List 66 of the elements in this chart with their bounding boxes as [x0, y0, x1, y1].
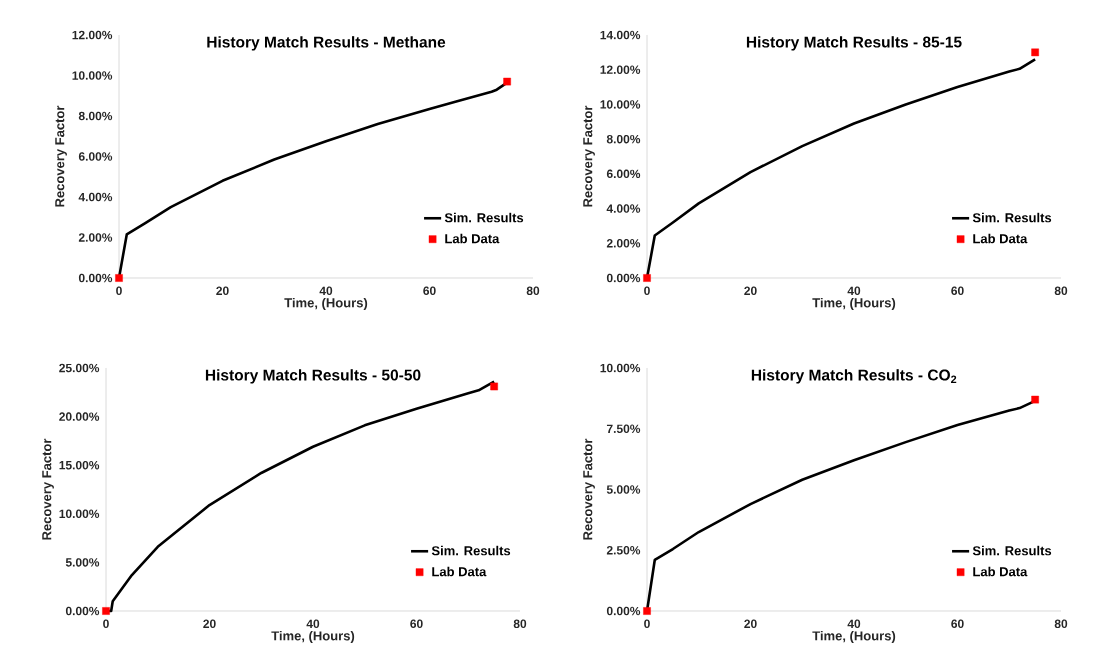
legend-label: Lab Data — [445, 233, 500, 244]
chart-title: History Match Results - Methane — [207, 36, 446, 51]
chart-title: History Match Results - 50-50 — [205, 369, 421, 384]
x-tick-label: 0 — [116, 286, 122, 296]
x-tick-label: 20 — [203, 619, 216, 629]
y-tick-label: 7.50% — [606, 424, 641, 433]
x-tick-label: 40 — [847, 286, 861, 296]
y-tick-label: 2.00% — [606, 239, 641, 248]
y-axis-title: Recovery Factor — [55, 105, 67, 207]
legend-label: Sim. Results — [972, 212, 1052, 223]
y-tick-label: 8.00% — [606, 134, 641, 144]
legend-label: Sim. Results — [972, 545, 1052, 556]
x-axis-title: Time, (Hours) — [284, 297, 368, 311]
x-axis-title: Time, (Hours) — [271, 630, 355, 644]
x-tick-label: 60 — [423, 286, 436, 296]
y-axis-title: Recovery Factor — [583, 438, 595, 540]
y-tick-label: 14.00% — [600, 30, 641, 40]
x-tick-label: 80 — [1054, 619, 1068, 629]
legend-label: Lab Data — [973, 566, 1028, 577]
y-axis-title: Recovery Factor — [583, 105, 595, 207]
y-tick-label: 2.00% — [78, 233, 113, 242]
y-tick-label: 10.00% — [600, 363, 641, 373]
x-tick-label: 60 — [951, 619, 964, 629]
y-tick-label: 5.00% — [606, 485, 641, 494]
y-tick-label: 15.00% — [59, 460, 100, 470]
y-tick-label: 0.00% — [78, 273, 113, 283]
x-tick-label: 20 — [216, 286, 229, 296]
y-tick-label: 4.00% — [78, 192, 113, 202]
y-tick-label: 0.00% — [65, 606, 100, 616]
legend-label: Lab Data — [432, 566, 487, 577]
y-tick-label: 12.00% — [600, 65, 641, 74]
x-axis-title: Time, (Hours) — [812, 630, 896, 644]
chart-title: History Match Results - CO$_{2}$ — [751, 369, 957, 384]
y-tick-label: 2.50% — [606, 546, 641, 555]
y-tick-label: 4.00% — [606, 204, 641, 213]
y-tick-label: 8.00% — [78, 111, 113, 121]
legend-label: Lab Data — [973, 233, 1028, 244]
y-tick-label: 25.00% — [59, 363, 100, 373]
x-tick-label: 40 — [319, 286, 333, 296]
y-tick-label: 10.00% — [600, 100, 641, 109]
x-tick-label: 60 — [410, 619, 423, 629]
x-axis-title: Time, (Hours) — [812, 297, 896, 311]
x-tick-label: 40 — [847, 619, 861, 629]
x-tick-label: 0 — [644, 619, 650, 629]
y-tick-label: 6.00% — [606, 169, 641, 179]
y-tick-label: 12.00% — [72, 30, 113, 40]
x-tick-label: 20 — [744, 619, 757, 629]
chart-title: History Match Results - 85-15 — [746, 36, 962, 51]
y-tick-label: 10.00% — [72, 71, 113, 80]
y-axis-title: Recovery Factor — [42, 438, 54, 540]
legend-label: Sim. Results — [444, 212, 524, 223]
legend-label: Sim. Results — [431, 545, 511, 556]
x-tick-label: 40 — [306, 619, 320, 629]
y-tick-label: 5.00% — [65, 558, 100, 567]
y-tick-label: 6.00% — [78, 152, 113, 161]
x-tick-label: 20 — [744, 286, 757, 296]
y-tick-label: 10.00% — [59, 509, 100, 519]
x-tick-label: 60 — [951, 286, 964, 296]
y-tick-label: 20.00% — [59, 412, 100, 421]
y-tick-label: 0.00% — [606, 273, 641, 283]
x-tick-label: 80 — [526, 286, 540, 296]
x-tick-label: 0 — [644, 286, 650, 296]
y-tick-label: 0.00% — [606, 606, 641, 616]
x-tick-label: 80 — [1054, 286, 1068, 296]
x-tick-label: 0 — [103, 619, 109, 629]
x-tick-label: 80 — [513, 619, 527, 629]
